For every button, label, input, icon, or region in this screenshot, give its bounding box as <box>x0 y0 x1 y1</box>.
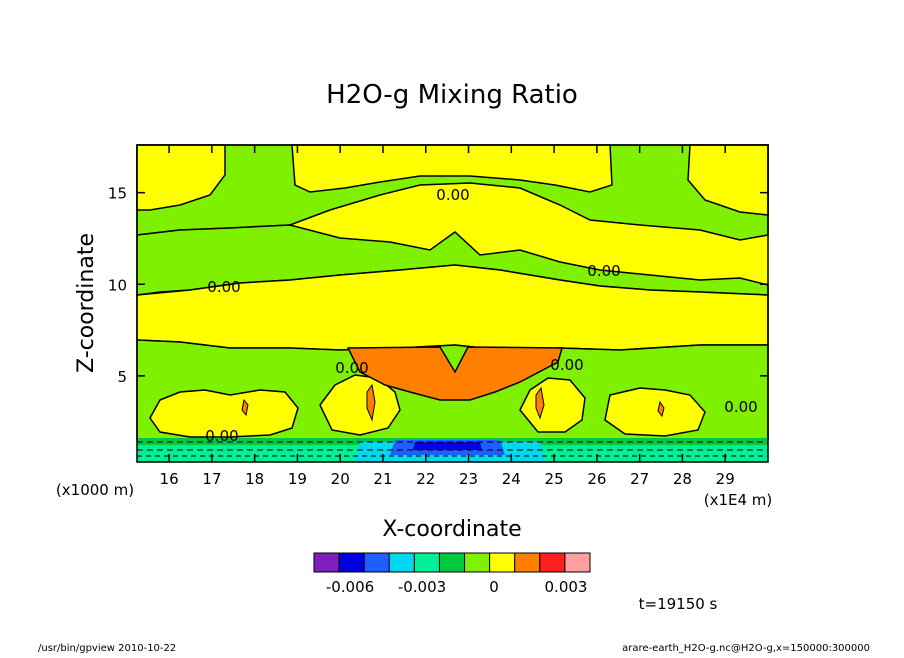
x-axis-label: X-coordinate <box>382 517 521 542</box>
orange-streak-4 <box>657 400 665 418</box>
x-axis-ticks: 16 17 18 19 20 21 22 23 24 25 26 27 28 29 <box>160 145 735 488</box>
contour-label: 0.00 <box>207 278 240 296</box>
y-unit-label: (x1000 m) <box>56 481 134 499</box>
x-tick-label: 17 <box>202 470 221 488</box>
orange-streak-2 <box>535 386 545 420</box>
colorbar-labels: -0.006 -0.003 0 0.003 <box>326 578 588 596</box>
contour-labels: 0.00 0.00 0.00 0.00 0.00 0.00 0.00 <box>205 186 757 445</box>
y-tick-label: 5 <box>117 368 127 386</box>
colorbar-swatch <box>539 552 566 573</box>
x-tick-label: 22 <box>416 470 435 488</box>
colorbar-swatch <box>489 552 516 573</box>
plot-area: 0.00 0.00 0.00 0.00 0.00 0.00 0.00 <box>136 144 769 463</box>
colorbar-swatch <box>464 552 491 573</box>
yellow-patch-top-center <box>291 144 613 193</box>
y-tick-label: 10 <box>108 276 127 294</box>
colorbar-swatch <box>363 552 390 573</box>
yellow-patch-top-left <box>136 144 226 211</box>
colorbar-swatch <box>413 552 440 573</box>
x-tick-label: 25 <box>545 470 564 488</box>
orange-streak-3 <box>241 398 249 417</box>
x-tick-label: 20 <box>331 470 350 488</box>
x-tick-label: 27 <box>630 470 649 488</box>
chart-title: H2O-g Mixing Ratio <box>326 80 578 110</box>
colorbar-swatch <box>514 552 541 573</box>
orange-region <box>346 346 563 401</box>
contour-label: 0.00 <box>205 427 238 445</box>
colorbar-tick-label: 0.003 <box>545 578 588 596</box>
footer-left: /usr/bin/gpview 2010-10-22 <box>38 643 176 654</box>
colorbar-swatch <box>313 552 340 573</box>
contour-label: 0.00 <box>436 186 469 204</box>
y-axis-ticks: 5 10 15 <box>108 185 768 386</box>
yellow-blob-lower-right <box>604 387 706 437</box>
orange-streak-1 <box>366 383 376 422</box>
contour-label: 0.00 <box>587 262 620 280</box>
x-tick-label: 18 <box>245 470 264 488</box>
time-label: t=19150 s <box>639 595 718 613</box>
colorbar-swatch <box>338 552 365 573</box>
plot-frame <box>136 144 769 463</box>
colorbar-swatch <box>388 552 415 573</box>
x-tick-label: 16 <box>160 470 179 488</box>
colorbar <box>313 552 591 573</box>
x-tick-label: 24 <box>502 470 521 488</box>
yellow-blob-lower-center-left <box>319 374 401 436</box>
footer-right: arare-earth_H2O-g.nc@H2O-g,x=150000:3000… <box>622 643 870 654</box>
contour-label: 0.00 <box>335 359 368 377</box>
contour-label: 0.00 <box>550 356 583 374</box>
x-tick-label: 29 <box>716 470 735 488</box>
contour-label: 0.00 <box>724 398 757 416</box>
y-axis-label: Z-coordinate <box>74 233 99 373</box>
x-tick-label: 19 <box>288 470 307 488</box>
y-tick-label: 15 <box>108 185 127 203</box>
x-tick-label: 28 <box>673 470 692 488</box>
x-tick-label: 21 <box>373 470 392 488</box>
colorbar-swatch <box>438 552 466 573</box>
colorbar-swatch <box>564 552 591 573</box>
x-unit-label: (x1E4 m) <box>704 491 773 509</box>
x-tick-label: 26 <box>587 470 606 488</box>
bottom-darkblue-core <box>413 442 482 450</box>
colorbar-tick-label: 0 <box>489 578 499 596</box>
x-tick-label: 23 <box>459 470 478 488</box>
colorbar-tick-label: -0.006 <box>326 578 374 596</box>
yellow-blob-lower-left <box>149 389 299 438</box>
yellow-blob-lower-center-right <box>519 377 586 433</box>
colorbar-tick-label: -0.003 <box>398 578 446 596</box>
